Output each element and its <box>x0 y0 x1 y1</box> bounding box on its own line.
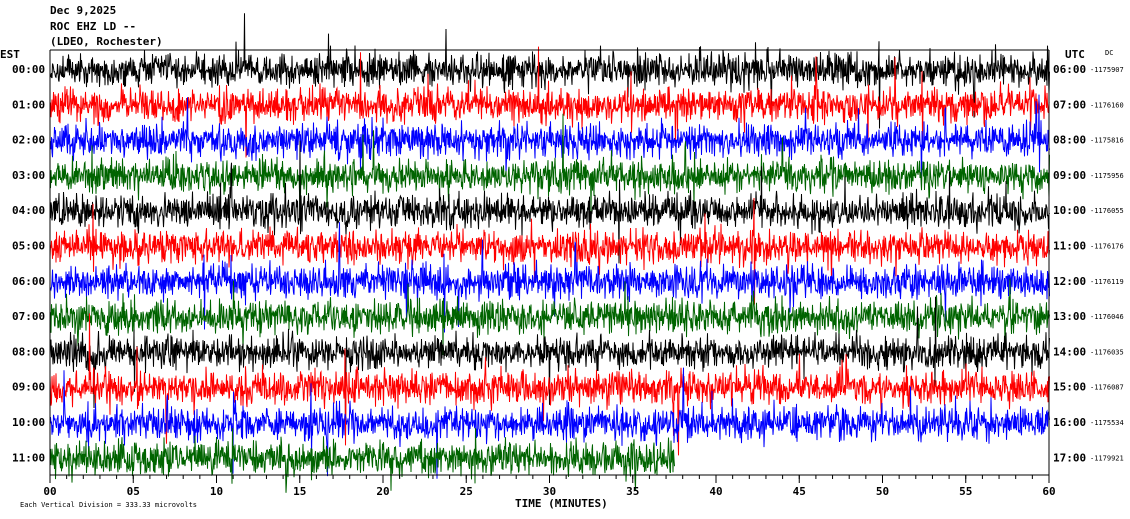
utc-label: 11:00 <box>1053 240 1086 253</box>
dc-label: -1175534 <box>1090 419 1124 427</box>
est-label: 09:00 <box>12 381 45 394</box>
seismic-trace <box>49 113 1050 217</box>
utc-label: 17:00 <box>1053 451 1086 464</box>
x-tick-label: 25 <box>460 485 473 498</box>
utc-label: 10:00 <box>1053 204 1086 217</box>
x-tick-label: 20 <box>376 485 389 498</box>
seismic-trace <box>49 296 1050 436</box>
utc-label: 08:00 <box>1053 134 1086 147</box>
est-label: 04:00 <box>12 204 45 217</box>
x-tick-label: 30 <box>543 485 556 498</box>
dc-label: -1179921 <box>1090 454 1124 462</box>
x-tick-label: 10 <box>210 485 223 498</box>
est-label: 06:00 <box>12 275 45 288</box>
utc-label: 16:00 <box>1053 416 1086 429</box>
utc-label: 07:00 <box>1053 98 1086 111</box>
seismic-trace <box>49 428 675 493</box>
seismic-trace <box>49 222 1050 333</box>
x-tick-label: 35 <box>626 485 639 498</box>
x-tick-label: 40 <box>709 485 722 498</box>
est-label: 02:00 <box>12 134 45 147</box>
est-label: 11:00 <box>12 451 45 464</box>
x-axis-label: TIME (MINUTES) <box>515 497 608 510</box>
footnote: Each Vertical Division = 333.33 microvol… <box>20 501 197 509</box>
seismic-trace <box>49 13 1050 129</box>
seismic-trace <box>49 140 1050 264</box>
seismic-trace <box>49 313 1050 456</box>
dc-label: -1176119 <box>1090 278 1124 286</box>
dc-label: -1176087 <box>1090 384 1124 392</box>
dc-label: -1176055 <box>1090 207 1124 215</box>
header-line: ROC EHZ LD -- <box>50 20 136 33</box>
utc-label: 06:00 <box>1053 63 1086 76</box>
x-tick-label: 00 <box>43 485 56 498</box>
est-label: 10:00 <box>12 416 45 429</box>
est-label: 08:00 <box>12 345 45 358</box>
dc-title: DC <box>1105 49 1113 57</box>
x-tick-label: 45 <box>793 485 806 498</box>
est-label: 01:00 <box>12 98 45 111</box>
utc-label: 15:00 <box>1053 381 1086 394</box>
est-title: EST <box>0 48 20 61</box>
dc-label: -1176035 <box>1090 348 1124 356</box>
seismic-trace <box>49 46 1050 158</box>
est-label: 07:00 <box>12 310 45 323</box>
utc-label: 12:00 <box>1053 275 1086 288</box>
est-label: 00:00 <box>12 63 45 76</box>
dc-label: -1175816 <box>1090 137 1124 145</box>
est-label: 03:00 <box>12 169 45 182</box>
header-line: (LDEO, Rochester) <box>50 35 163 48</box>
seismic-trace <box>49 94 1050 188</box>
seismic-trace <box>49 367 1050 479</box>
x-tick-label: 60 <box>1042 485 1055 498</box>
dc-label: -1175907 <box>1090 66 1124 74</box>
x-tick-label: 55 <box>959 485 972 498</box>
x-tick-label: 05 <box>127 485 140 498</box>
utc-label: 14:00 <box>1053 345 1086 358</box>
dc-label: -1176046 <box>1090 313 1124 321</box>
est-label: 05:00 <box>12 240 45 253</box>
utc-label: 09:00 <box>1053 169 1086 182</box>
header-line: Dec 9,2025 <box>50 4 116 17</box>
x-tick-label: 15 <box>293 485 306 498</box>
traces <box>49 13 1050 493</box>
utc-label: 13:00 <box>1053 310 1086 323</box>
x-tick-label: 50 <box>876 485 889 498</box>
seismic-trace <box>49 197 1050 305</box>
dc-label: -1176160 <box>1090 101 1124 109</box>
seismic-trace <box>49 278 1050 356</box>
utc-title: UTC <box>1065 48 1085 61</box>
dc-label: -1175956 <box>1090 172 1124 180</box>
dc-label: -1176176 <box>1090 243 1124 251</box>
